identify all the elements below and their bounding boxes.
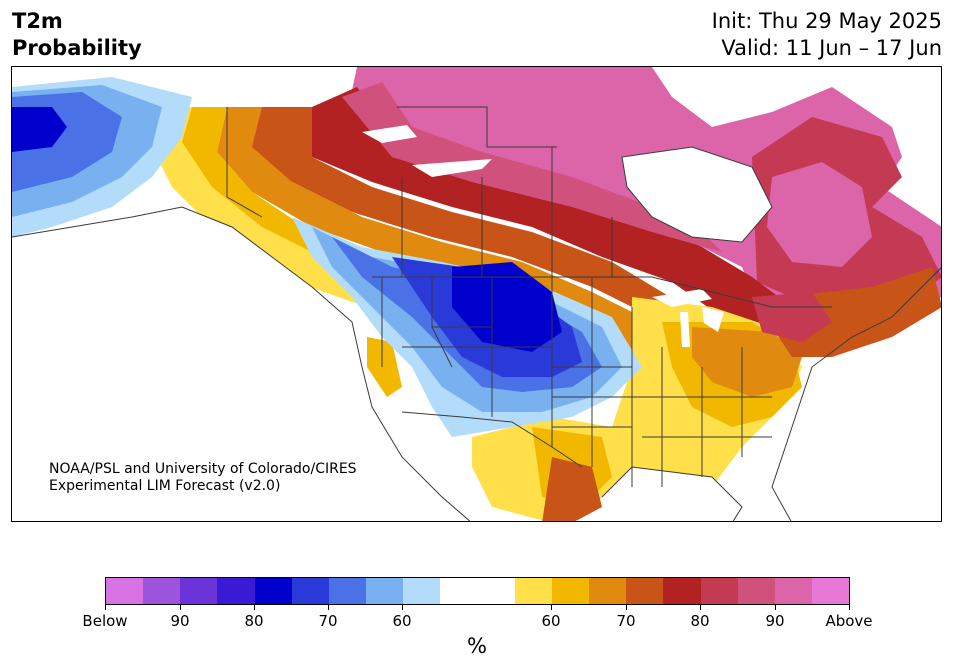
colorbar-tick-mark	[254, 605, 255, 610]
region-above-deep-northeast	[752, 292, 832, 342]
colorbar	[105, 577, 850, 605]
forecast-dates: Init: Thu 29 May 2025 Valid: 11 Jun – 17…	[712, 8, 942, 62]
lake-michigan	[680, 312, 690, 347]
colorbar-swatch	[440, 578, 478, 604]
colorbar-swatch	[626, 578, 664, 604]
colorbar-swatch	[477, 578, 515, 604]
colorbar-swatch	[700, 578, 738, 604]
state-lines-east	[632, 347, 772, 487]
alaska-border	[226, 107, 263, 218]
coastline-hudson	[621, 146, 773, 243]
region-below-strong-core	[452, 262, 562, 352]
colorbar-swatch	[811, 578, 850, 604]
region-above-pink-quebec	[767, 162, 872, 267]
region-above-mid-northeast	[772, 267, 941, 357]
colorbar-tick-mark	[700, 605, 701, 610]
colorbar-tick-label: 80	[244, 612, 264, 630]
coastline-west	[12, 206, 471, 521]
gulf-of-mexico	[602, 467, 742, 521]
init-date: Init: Thu 29 May 2025	[711, 9, 942, 33]
colorbar-tick-label: Below	[82, 612, 128, 630]
region-above-mid-band	[242, 107, 712, 342]
border-layer	[12, 106, 941, 521]
colorbar-swatch	[366, 578, 404, 604]
colorbar-swatch	[180, 578, 218, 604]
territory-line	[397, 106, 557, 148]
colorbar-swatch	[106, 578, 144, 604]
colorbar-swatch	[663, 578, 701, 604]
credit-line-1: NOAA/PSL and University of Colorado/CIRE…	[49, 461, 357, 477]
colorbar-swatch	[403, 578, 441, 604]
colorbar-swatch	[589, 578, 627, 604]
region-above-pale-california	[367, 337, 402, 397]
colorbar-swatch	[291, 578, 329, 604]
colorbar-tick-label: Above	[825, 612, 873, 630]
title-variable: T2m	[12, 9, 63, 33]
colorbar-tick-label: 60	[541, 612, 561, 630]
water-layer	[12, 125, 941, 521]
lake-huron	[702, 307, 724, 332]
us-canada-border	[372, 276, 832, 308]
colorbar-tick-label: 60	[392, 612, 412, 630]
coastline-gulf	[601, 466, 743, 521]
colorbar-swatch	[551, 578, 590, 604]
colorbar-tick-mark	[328, 605, 329, 610]
colorbar-tick-mark	[105, 605, 106, 610]
colorbar-tick-label: 90	[765, 612, 785, 630]
hudson-bay	[622, 147, 772, 242]
colorbar-swatch	[254, 578, 292, 604]
lake-superior	[652, 289, 712, 307]
colorbar-tick-mark	[775, 605, 776, 610]
state-lines-west	[381, 277, 553, 447]
colorbar-swatch	[774, 578, 812, 604]
map-title: T2m Probability	[12, 8, 142, 62]
colorbar-swatch	[514, 578, 552, 604]
colorbar-units: %	[467, 634, 487, 658]
colorbar-swatch	[737, 578, 775, 604]
region-above-mid-mexico	[542, 457, 602, 521]
map-panel: NOAA/PSL and University of Colorado/CIRE…	[11, 66, 942, 522]
region-above-rose-band	[342, 82, 722, 252]
pacific-ocean	[12, 207, 470, 521]
region-above-light-east	[692, 327, 802, 397]
colorbar-tick-label: 70	[616, 612, 636, 630]
colorbar-tick-mark	[402, 605, 403, 610]
colorbar-tick-mark	[180, 605, 181, 610]
coastline-east	[771, 267, 941, 521]
colorbar-tick-label: 80	[690, 612, 710, 630]
colorbar-tick-mark	[551, 605, 552, 610]
probability-map	[12, 67, 941, 521]
title-type: Probability	[12, 36, 142, 60]
great-bear-lake	[362, 125, 417, 143]
colorbar-swatch	[328, 578, 367, 604]
valid-range: Valid: 11 Jun – 17 Jun	[721, 36, 942, 60]
colorbar-swatch	[217, 578, 255, 604]
colorbar-tick-mark	[849, 605, 850, 610]
colorbar-tick-label: 70	[318, 612, 338, 630]
credit-line-2: Experimental LIM Forecast (v2.0)	[49, 478, 281, 494]
colorbar-tick-label: 90	[170, 612, 190, 630]
credit-text: NOAA/PSL and University of Colorado/CIRE…	[49, 461, 357, 495]
colorbar-tick-mark	[626, 605, 627, 610]
colorbar-swatch	[143, 578, 181, 604]
region-below-strong-alaska	[12, 107, 67, 152]
us-mexico-border	[401, 411, 583, 468]
great-slave-lake	[412, 159, 492, 177]
atlantic-ocean	[772, 327, 941, 521]
